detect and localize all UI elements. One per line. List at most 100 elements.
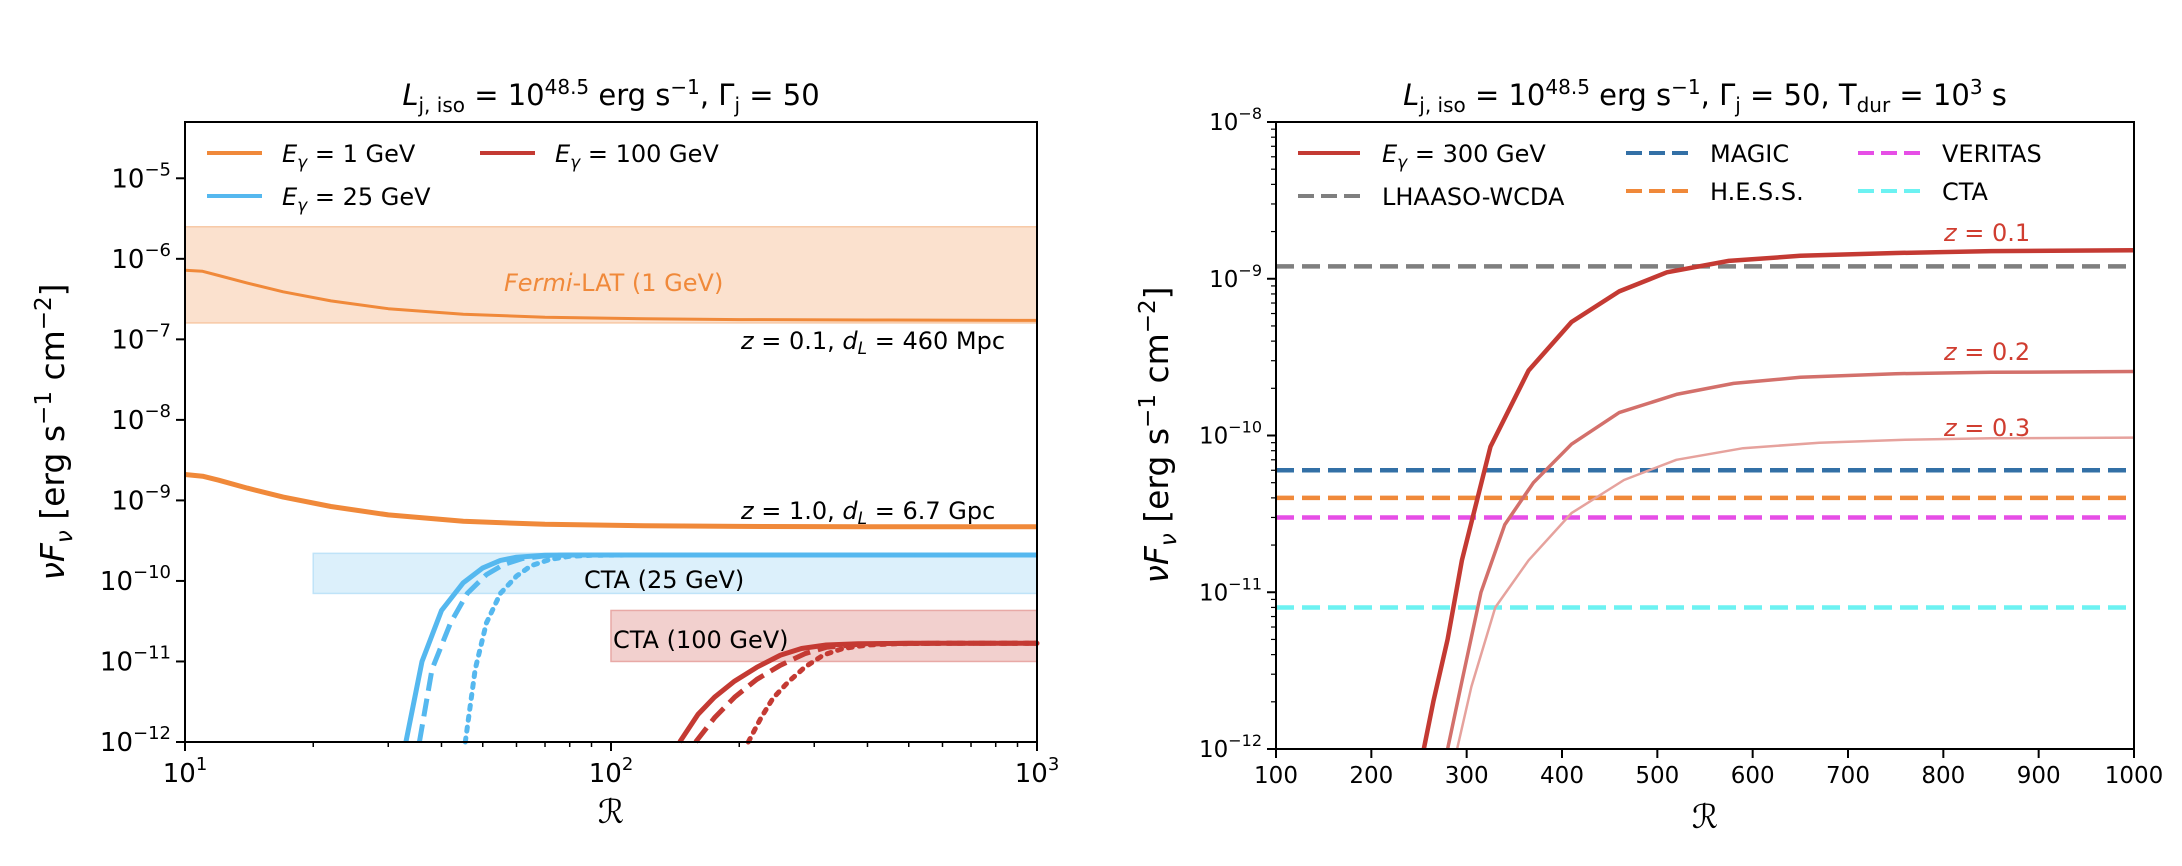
right-xlabel: ℛ	[1692, 797, 1718, 836]
ry-tick-label-4: 10−8	[1209, 104, 1262, 136]
annotation-z10: z = 1.0, dL = 6.7 Gpc	[740, 497, 995, 529]
cl3-text: = 0.3	[1957, 414, 2031, 442]
y-tick-exp-6: −6	[144, 240, 171, 261]
leg2-sub: γ	[570, 153, 581, 173]
fermi-band-label: Fermi-LAT (1 GeV)	[504, 269, 723, 297]
rt-gsub: j	[1734, 93, 1741, 117]
x-tick-base-1: 10	[589, 759, 622, 789]
cl2-text: = 0.2	[1957, 338, 2031, 366]
legend-25gev-label: Eγ = 25 GeV	[282, 183, 431, 216]
legend-veritas-label: VERITAS	[1942, 140, 2042, 168]
left-xlabel: ℛ	[598, 792, 624, 831]
y-tick-label-6: 10−6	[111, 240, 171, 275]
x-tick-exp-0: 1	[196, 754, 207, 775]
rt-sep: ,	[1701, 78, 1719, 112]
rt-tunit: s	[1983, 78, 2007, 112]
lt-unitexp: −1	[670, 75, 699, 99]
ly-e2: −2	[31, 296, 57, 330]
ann1-dval: = 460 Mpc	[867, 327, 1005, 355]
leg1-text: = 1 GeV	[307, 140, 416, 168]
left-ylabel: νFν [erg s−1 cm−2]	[31, 283, 78, 580]
y-tick-base-1: 10	[100, 647, 133, 677]
legend-magic-label: MAGIC	[1710, 140, 1789, 168]
lt-eq1: = 10	[465, 78, 545, 112]
series-line-r2	[1455, 436, 2135, 750]
y-tick-exp-7: −5	[144, 159, 171, 180]
left-legend: Eγ = 1 GeV Eγ = 100 GeV Eγ = 25 GeV	[207, 140, 719, 216]
ly-close: ]	[33, 283, 72, 296]
ry-f: F	[1137, 545, 1176, 565]
curve-label-z02: z = 0.2	[1943, 338, 2030, 366]
legend-lhaaso-label: LHAASO-WCDA	[1382, 183, 1565, 211]
y-tick-base-4: 10	[111, 406, 144, 436]
ry-tick-label-2: 10−10	[1199, 418, 1262, 450]
y-tick-exp-1: −11	[133, 642, 171, 663]
ry-tick-label-1: 10−11	[1199, 574, 1262, 606]
x-tick-base-0: 10	[163, 759, 196, 789]
y-tick-label-5: 10−7	[111, 320, 171, 355]
y-tick-exp-4: −8	[144, 401, 171, 422]
lt-gamma: Γ	[718, 78, 734, 112]
y-tick-base-6: 10	[111, 245, 144, 275]
left-axis-ticks: 101 102 10310−1210−1110−1010−910−810−710−6…	[100, 159, 1059, 789]
ry-tick-exp-3: −9	[1238, 261, 1262, 280]
rx-tick-label-0: 100	[1254, 763, 1298, 789]
rx-tick-label-3: 400	[1540, 763, 1584, 789]
y-tick-base-7: 10	[111, 164, 144, 194]
x-tick-exp-1: 2	[622, 754, 633, 775]
ry-fsub: ν	[1156, 533, 1182, 546]
ry-tick-exp-1: −11	[1228, 574, 1262, 593]
rt-tsub: dur	[1857, 93, 1891, 117]
ann2-z: z	[740, 497, 755, 525]
lt-eq2: = 50	[740, 78, 820, 112]
cl3-z: z	[1943, 414, 1958, 442]
band-2	[610, 609, 1038, 663]
leg2-text: = 100 GeV	[580, 140, 719, 168]
ry-tick-base-2: 10	[1199, 424, 1228, 450]
leg3-sym: E	[282, 183, 298, 211]
band-0	[184, 226, 1038, 324]
y-tick-base-0: 10	[100, 728, 133, 758]
right-title: Lj, iso = 1048.5 erg s−1, Γj = 50, Tdur …	[1403, 75, 2007, 117]
legend-100gev-label: Eγ = 100 GeV	[555, 140, 719, 173]
ry-tick-exp-4: −8	[1238, 104, 1262, 123]
legend-hess-label: H.E.S.S.	[1710, 178, 1804, 206]
fermi-label-rest: -LAT (1 GeV)	[572, 269, 723, 297]
rt-gamma: Γ	[1719, 78, 1735, 112]
ly-cm: cm	[33, 330, 72, 391]
y-tick-label-4: 10−8	[111, 401, 171, 436]
ry-bracket: [erg s	[1137, 428, 1176, 533]
ry-tick-exp-0: −12	[1228, 731, 1262, 750]
y-tick-label-7: 10−5	[111, 159, 171, 194]
series-line-7	[745, 640, 1040, 745]
ann1-d: d	[842, 327, 858, 355]
rt-eq3: = 10	[1890, 78, 1970, 112]
cta100-band-label: CTA (100 GeV)	[613, 626, 789, 654]
y-tick-base-3: 10	[111, 486, 144, 516]
band-1	[312, 552, 1038, 595]
rt-unitexp: −1	[1671, 75, 1700, 99]
ann2-dval: = 6.7 Gpc	[867, 497, 995, 525]
x-tick-base-2: 10	[1015, 759, 1048, 789]
annotation-z01: z = 0.1, dL = 460 Mpc	[740, 327, 1005, 359]
rx-tick-label-5: 600	[1731, 763, 1775, 789]
rleg1-sub: γ	[1397, 153, 1408, 173]
rx-tick-label-4: 500	[1635, 763, 1679, 789]
left-panel: Fermi-LAT (1 GeV) CTA (25 GeV) CTA (100 …	[31, 75, 1059, 831]
x-tick-label-0: 101	[163, 754, 208, 789]
ry-tick-label-3: 10−9	[1209, 261, 1262, 293]
ry-tick-label-0: 10−12	[1199, 731, 1262, 763]
right-axis-ticks: 100 200 300 400 500 600 700 800 900 100010−1210−1…	[1199, 104, 2163, 789]
x-tick-exp-2: 3	[1048, 754, 1059, 775]
ly-bracket: [erg s	[33, 425, 72, 530]
rt-unit: erg s	[1590, 78, 1671, 112]
ry-cm: cm	[1137, 333, 1176, 394]
rx-tick-label-9: 1000	[2105, 763, 2164, 789]
series-line-1	[184, 472, 1037, 530]
ry-e1: −1	[1135, 394, 1161, 428]
y-tick-exp-2: −10	[133, 562, 171, 583]
right-legend: Eγ = 300 GeV LHAASO-WCDA MAGIC H.E.S.S. …	[1298, 140, 2042, 211]
rt-eq1: = 10	[1466, 78, 1546, 112]
lt-sep: ,	[700, 78, 718, 112]
